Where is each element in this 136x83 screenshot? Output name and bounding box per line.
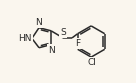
Text: HN: HN — [18, 34, 31, 43]
Text: F: F — [76, 39, 81, 48]
Text: S: S — [60, 28, 66, 37]
Text: N: N — [48, 45, 55, 55]
Text: N: N — [35, 18, 42, 27]
Text: Cl: Cl — [87, 58, 96, 67]
